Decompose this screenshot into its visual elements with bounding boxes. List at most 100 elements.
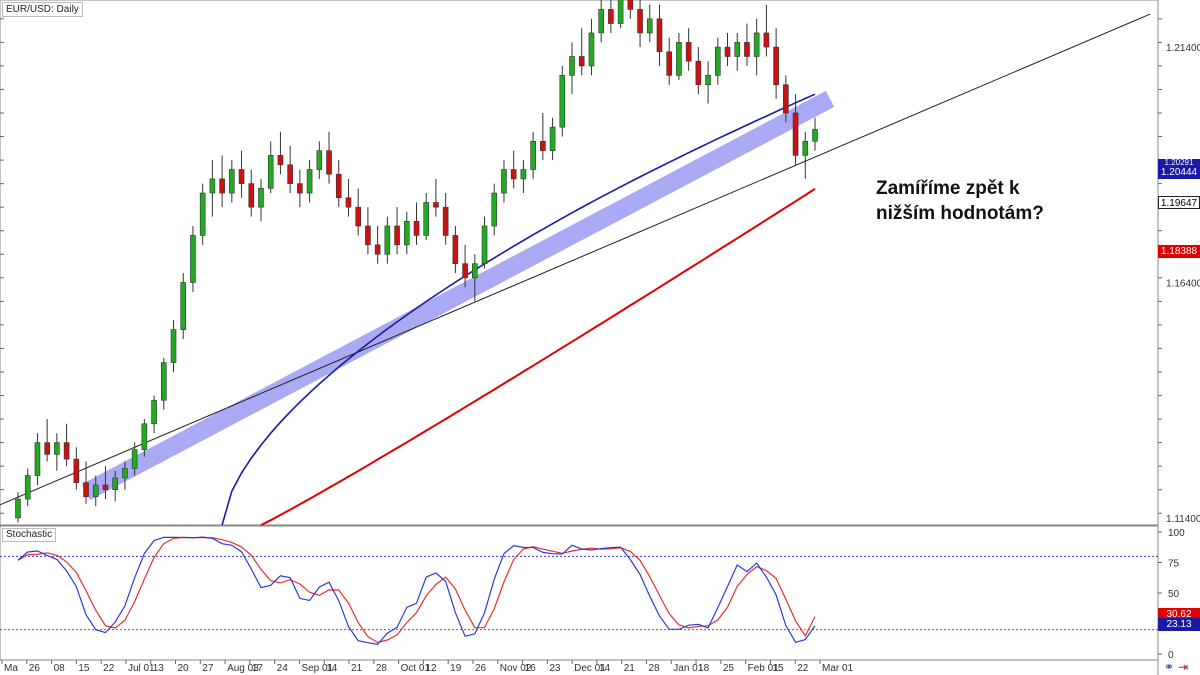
time-tick-label: 17	[252, 663, 264, 674]
ma-fast-price-tag: 1.20444	[1158, 166, 1200, 179]
annotation-line-1: Zamíříme zpět k	[876, 178, 1020, 199]
link-icon[interactable]: ⚭	[1164, 660, 1175, 674]
time-tick-label: 15	[78, 663, 90, 674]
candle-bull	[34, 442, 41, 476]
candle-bear	[685, 42, 692, 62]
stochastic-pane	[0, 525, 1159, 661]
candle-bull	[306, 169, 313, 194]
time-tick-label: 27	[202, 663, 214, 674]
time-tick-label: 23	[549, 663, 561, 674]
ma-partial-price-tag: 1.20291	[1158, 159, 1200, 167]
candle-bull	[267, 155, 274, 189]
time-tick-label: 19	[450, 663, 462, 674]
stochastic-label: Stochastic	[2, 528, 57, 542]
candle-bull	[705, 75, 711, 86]
time-tick-label: 14	[599, 663, 611, 674]
time-tick-label: 26	[475, 663, 487, 674]
candle-bull	[588, 32, 595, 67]
candle-bear	[442, 206, 449, 236]
time-tick-label: 22	[797, 663, 809, 674]
candle-bear	[763, 32, 770, 48]
candle-bear	[287, 164, 293, 184]
candle-bull	[549, 126, 556, 151]
candle-bull	[646, 18, 653, 34]
candle-bull	[715, 46, 721, 76]
time-tick-label: Oct 01	[401, 663, 431, 674]
stoch-tick-label: 75	[1168, 559, 1180, 570]
candle-bear	[355, 206, 361, 227]
arrow-right-icon[interactable]: ⇥	[1178, 660, 1189, 674]
candle-bear	[365, 225, 371, 246]
candle-bull	[569, 56, 575, 76]
time-tick-label: Sep 01	[301, 663, 333, 674]
time-tick-label: Aug 03	[227, 663, 259, 674]
candle-bull	[170, 329, 177, 363]
time-tick-label: Nov 02	[500, 663, 532, 674]
candle-bear	[773, 46, 779, 86]
time-tick-label: 14	[326, 663, 338, 674]
candle-bear	[540, 140, 546, 151]
candle-bull	[501, 169, 507, 194]
candle-bear	[462, 263, 468, 279]
candle-bull	[598, 9, 604, 34]
candle-bull	[160, 362, 167, 401]
price-tick-label: 1.21400	[1166, 43, 1200, 54]
candle-bull	[530, 140, 536, 170]
candle-bear	[627, 0, 634, 10]
stoch-tick-label: 0	[1168, 650, 1174, 661]
candle-bull	[472, 263, 478, 279]
candle-bear	[297, 183, 303, 194]
stoch-d-price-tag: 30.62	[1158, 608, 1200, 621]
time-tick-label: Feb 01	[748, 663, 780, 674]
candle-bear	[413, 221, 420, 236]
chart-annotation: Zamíříme zpět k nižším hodnotám?	[876, 176, 1044, 226]
candle-bull	[481, 225, 488, 264]
candle-bear	[238, 169, 245, 184]
candle-bear	[637, 9, 643, 34]
candle-bear	[783, 84, 789, 114]
candle-bull	[151, 399, 157, 425]
candle-bear	[433, 202, 439, 208]
time-tick-label: Dec 01	[574, 663, 606, 674]
trend-line	[0, 13, 1151, 506]
candle-bear	[345, 197, 352, 208]
candle-bull	[199, 192, 206, 236]
candle-bull	[676, 42, 682, 76]
candle-bear	[510, 169, 517, 180]
candle-bear	[724, 46, 731, 57]
price-tick-label: 1.11400	[1166, 514, 1200, 525]
candle-bear	[335, 173, 342, 199]
ma-fast-line	[221, 93, 816, 526]
time-tick-label: 15	[772, 663, 784, 674]
time-tick-label: 13	[153, 663, 165, 674]
candle-bull	[190, 235, 196, 283]
candle-bull	[316, 150, 323, 170]
candle-bull	[180, 282, 187, 330]
corner-toolbar: ⚭ ⇥	[1164, 661, 1192, 673]
candle-bear	[452, 235, 459, 264]
time-tick-label: 26	[29, 663, 41, 674]
candle-bull	[24, 475, 31, 500]
ma-slow-price-tag: 1.18388	[1158, 245, 1200, 258]
candle-bull	[229, 169, 235, 194]
stoch-tick-label: 100	[1168, 528, 1185, 539]
time-tick-label: 24	[277, 663, 289, 674]
candle-bear	[695, 60, 702, 86]
candle-bear	[666, 51, 673, 76]
stoch-k-price-tag: 23.13	[1158, 618, 1200, 631]
candle-bear	[277, 155, 284, 166]
time-tick-label: 28	[376, 663, 388, 674]
candle-bull	[812, 129, 818, 142]
time-tick-label: 20	[178, 663, 190, 674]
candle-bull	[491, 192, 498, 227]
candle-bear	[608, 9, 614, 24]
candle-bull	[403, 221, 410, 246]
candle-bear	[248, 183, 255, 208]
candle-bear	[102, 484, 109, 490]
time-tick-label: 21	[351, 663, 363, 674]
time-tick-label: 28	[648, 663, 660, 674]
candle-bull	[141, 423, 148, 450]
time-tick-label: Jul 01	[128, 663, 155, 674]
candle-bear	[578, 56, 585, 67]
